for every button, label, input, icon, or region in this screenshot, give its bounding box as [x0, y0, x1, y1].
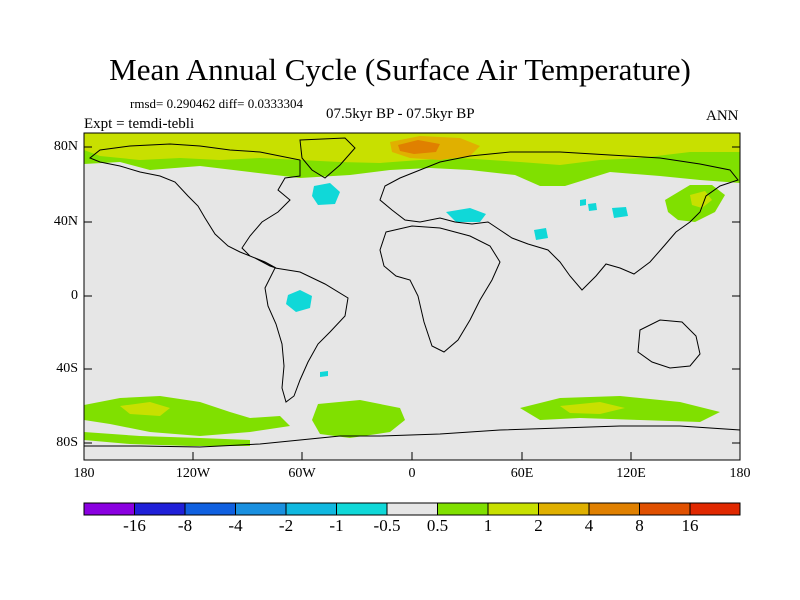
y-label-40s: 40S: [56, 361, 78, 376]
colorbar-box-2: [184, 502, 236, 516]
southern-warm-core-indian: [560, 402, 625, 414]
x-label-60w: 60W: [288, 466, 316, 481]
europe-warm-anomaly: [330, 138, 380, 155]
southern-warm-core-west: [120, 402, 170, 416]
x-label-120e: 120E: [616, 466, 646, 481]
colorbar-box-7: [437, 502, 489, 516]
x-label-0: 0: [408, 466, 416, 481]
colorbar-label: -0.5: [373, 516, 401, 535]
x-label-180w: 180: [73, 466, 95, 481]
colorbar-label: 1: [483, 516, 493, 535]
x-label-180e: 180: [729, 466, 751, 481]
colorbar-box-6: [386, 502, 438, 516]
colorbar-box-5: [336, 502, 388, 516]
siberia-warm-core: [398, 140, 440, 154]
x-axis-ticks: [83, 452, 741, 460]
colorbar-box-4: [285, 502, 337, 516]
coastline-north-america: [89, 143, 301, 269]
colorbar-label: 8: [635, 516, 644, 535]
period-label: 07.5kyr BP - 07.5kyr BP: [326, 106, 475, 122]
asia-cool-anomaly: [612, 207, 628, 218]
colorbar-label: -4: [228, 516, 243, 535]
colorbar-label: 16: [681, 516, 699, 535]
ocean-cool-anomaly-small: [320, 371, 328, 377]
antarctic-coast-warm: [84, 432, 250, 446]
colorbar-label: 2: [534, 516, 543, 535]
colorbar-label: 4: [584, 516, 594, 535]
season-label: ANN: [706, 108, 739, 124]
colorbar-box-12: [689, 502, 741, 516]
y-label-80s: 80S: [56, 435, 78, 450]
amazon-cool-anomaly: [286, 290, 312, 312]
canada-warm-anomaly: [140, 138, 230, 158]
y-label-80n: 80N: [53, 139, 78, 154]
colorbar-label: -1: [329, 516, 344, 535]
colorbar-box-0: [83, 502, 135, 516]
coastline-europe-asia: [379, 151, 739, 291]
coastline-africa: [379, 225, 501, 353]
colorbar-label: -2: [278, 516, 294, 535]
colorbar-box-9: [538, 502, 590, 516]
coastline-australia: [637, 319, 701, 369]
experiment-label: Expt = temdi-tebli: [84, 116, 195, 132]
plot-title: Mean Annual Cycle (Surface Air Temperatu…: [109, 52, 691, 87]
colorbar-box-10: [588, 502, 640, 516]
asia-cool-anomaly-small-3: [580, 199, 586, 206]
y-label-40n: 40N: [53, 214, 78, 229]
stats-line: rmsd= 0.290462 diff= 0.0333304: [130, 96, 303, 111]
colorbar-box-3: [235, 502, 287, 516]
y-axis-ticks: [84, 146, 740, 444]
colorbar-label: 0.5: [426, 516, 449, 535]
colorbar-box-11: [639, 502, 691, 516]
asia-cool-anomaly-small-2: [534, 228, 548, 240]
colorbar: [83, 502, 741, 516]
colorbar-box-8: [487, 502, 539, 516]
coastline-south-america: [264, 267, 349, 403]
southern-warm-anomaly-atlantic: [312, 400, 405, 438]
x-label-120w: 120W: [175, 466, 211, 481]
atlantic-cool-anomaly: [312, 183, 340, 205]
coastlines: [83, 137, 741, 461]
coastline-greenland: [299, 137, 356, 179]
x-label-60e: 60E: [510, 466, 534, 481]
colorbar-box-1: [134, 502, 186, 516]
asia-cool-anomaly-small-1: [588, 203, 597, 211]
colorbar-label: -16: [123, 516, 146, 535]
colorbar-label: -8: [177, 516, 193, 535]
caspian-cool-anomaly: [446, 208, 486, 222]
y-label-0: 0: [71, 288, 78, 303]
